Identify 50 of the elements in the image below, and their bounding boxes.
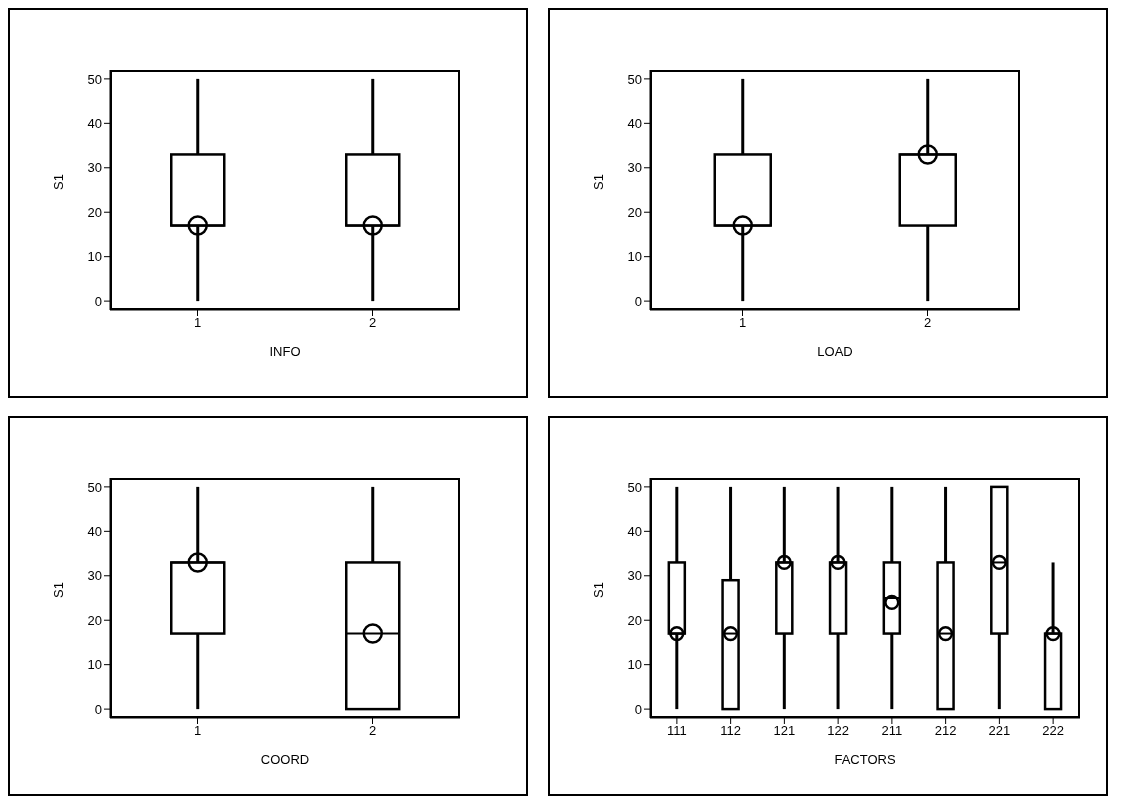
x-tick-label: 221 [988, 723, 1011, 739]
x-tick-label: 222 [1042, 723, 1064, 739]
y-tick-label: 0 [634, 293, 642, 309]
x-tick-label: 2 [923, 315, 932, 331]
x-tick-label: 1 [193, 315, 202, 331]
y-axis-title: S1 [50, 174, 66, 190]
y-tick-label: 20 [87, 612, 102, 628]
y-tick-label: 0 [94, 293, 102, 309]
y-tick-label: 10 [87, 657, 102, 673]
y-tick-label: 0 [634, 701, 642, 717]
y-tick-label: 30 [627, 160, 642, 176]
y-tick-label: 40 [87, 115, 102, 131]
y-tick-label: 40 [627, 115, 642, 131]
panel-frame: 1 2 LOAD 0 10 20 30 40 50 S1 [548, 8, 1108, 398]
x-axis-title: FACTORS [834, 752, 896, 767]
y-tick-label: 40 [87, 523, 102, 539]
y-tick-label: 20 [627, 204, 642, 220]
y-tick-label: 30 [87, 160, 102, 176]
y-tick-label: 10 [87, 249, 102, 265]
panel-frame: 1 2 INFO 0 10 20 30 40 50 S1 [8, 8, 528, 398]
y-axis-title: S1 [590, 582, 606, 598]
x-tick-label: 212 [934, 723, 957, 739]
y-axis-title: S1 [50, 582, 66, 598]
y-tick-label: 30 [627, 568, 642, 584]
y-tick-label: 20 [627, 612, 642, 628]
panel-frame: 1 2 COORD 0 10 20 30 40 50 S1 [8, 416, 528, 796]
y-tick-label: 20 [87, 204, 102, 220]
x-tick-label: 1 [193, 723, 202, 739]
y-tick-label: 50 [627, 71, 642, 87]
y-tick-label: 10 [627, 249, 642, 265]
y-tick-label: 50 [87, 479, 102, 495]
x-tick-label: 121 [773, 723, 796, 739]
x-tick-label: 111 [666, 723, 687, 739]
y-tick-label: 10 [627, 657, 642, 673]
x-tick-label: 2 [368, 723, 377, 739]
y-tick-label: 40 [627, 523, 642, 539]
x-tick-label: 112 [720, 723, 741, 739]
x-tick-label: 1 [738, 315, 747, 331]
x-axis-title: INFO [269, 344, 301, 359]
x-axis-title: COORD [260, 752, 310, 767]
x-tick-label: 2 [368, 315, 377, 331]
y-tick-label: 50 [627, 479, 642, 495]
y-tick-label: 0 [94, 701, 102, 717]
y-tick-label: 30 [87, 568, 102, 584]
x-tick-label: 211 [881, 723, 903, 739]
y-tick-label: 50 [87, 71, 102, 87]
x-tick-label: 122 [827, 723, 849, 739]
y-axis-title: S1 [590, 174, 606, 190]
panel-frame: 111 112 121 122 211 212 221 222 FACTORS 0 10 20 30 40 50 S1 [548, 416, 1108, 796]
x-axis-title: LOAD [817, 344, 853, 359]
